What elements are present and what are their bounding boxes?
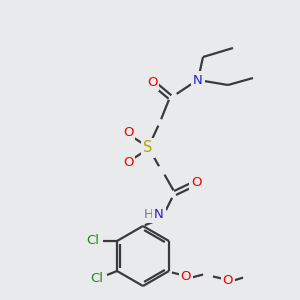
Text: O: O: [191, 176, 201, 190]
Text: H: H: [144, 208, 154, 221]
Text: O: O: [123, 157, 133, 169]
Text: N: N: [154, 208, 164, 221]
Text: Cl: Cl: [86, 235, 100, 248]
Text: O: O: [223, 274, 233, 286]
Text: O: O: [147, 76, 157, 88]
Text: O: O: [181, 271, 191, 284]
Text: N: N: [193, 74, 203, 86]
Text: Cl: Cl: [91, 272, 103, 286]
Text: S: S: [143, 140, 153, 155]
Text: O: O: [123, 127, 133, 140]
